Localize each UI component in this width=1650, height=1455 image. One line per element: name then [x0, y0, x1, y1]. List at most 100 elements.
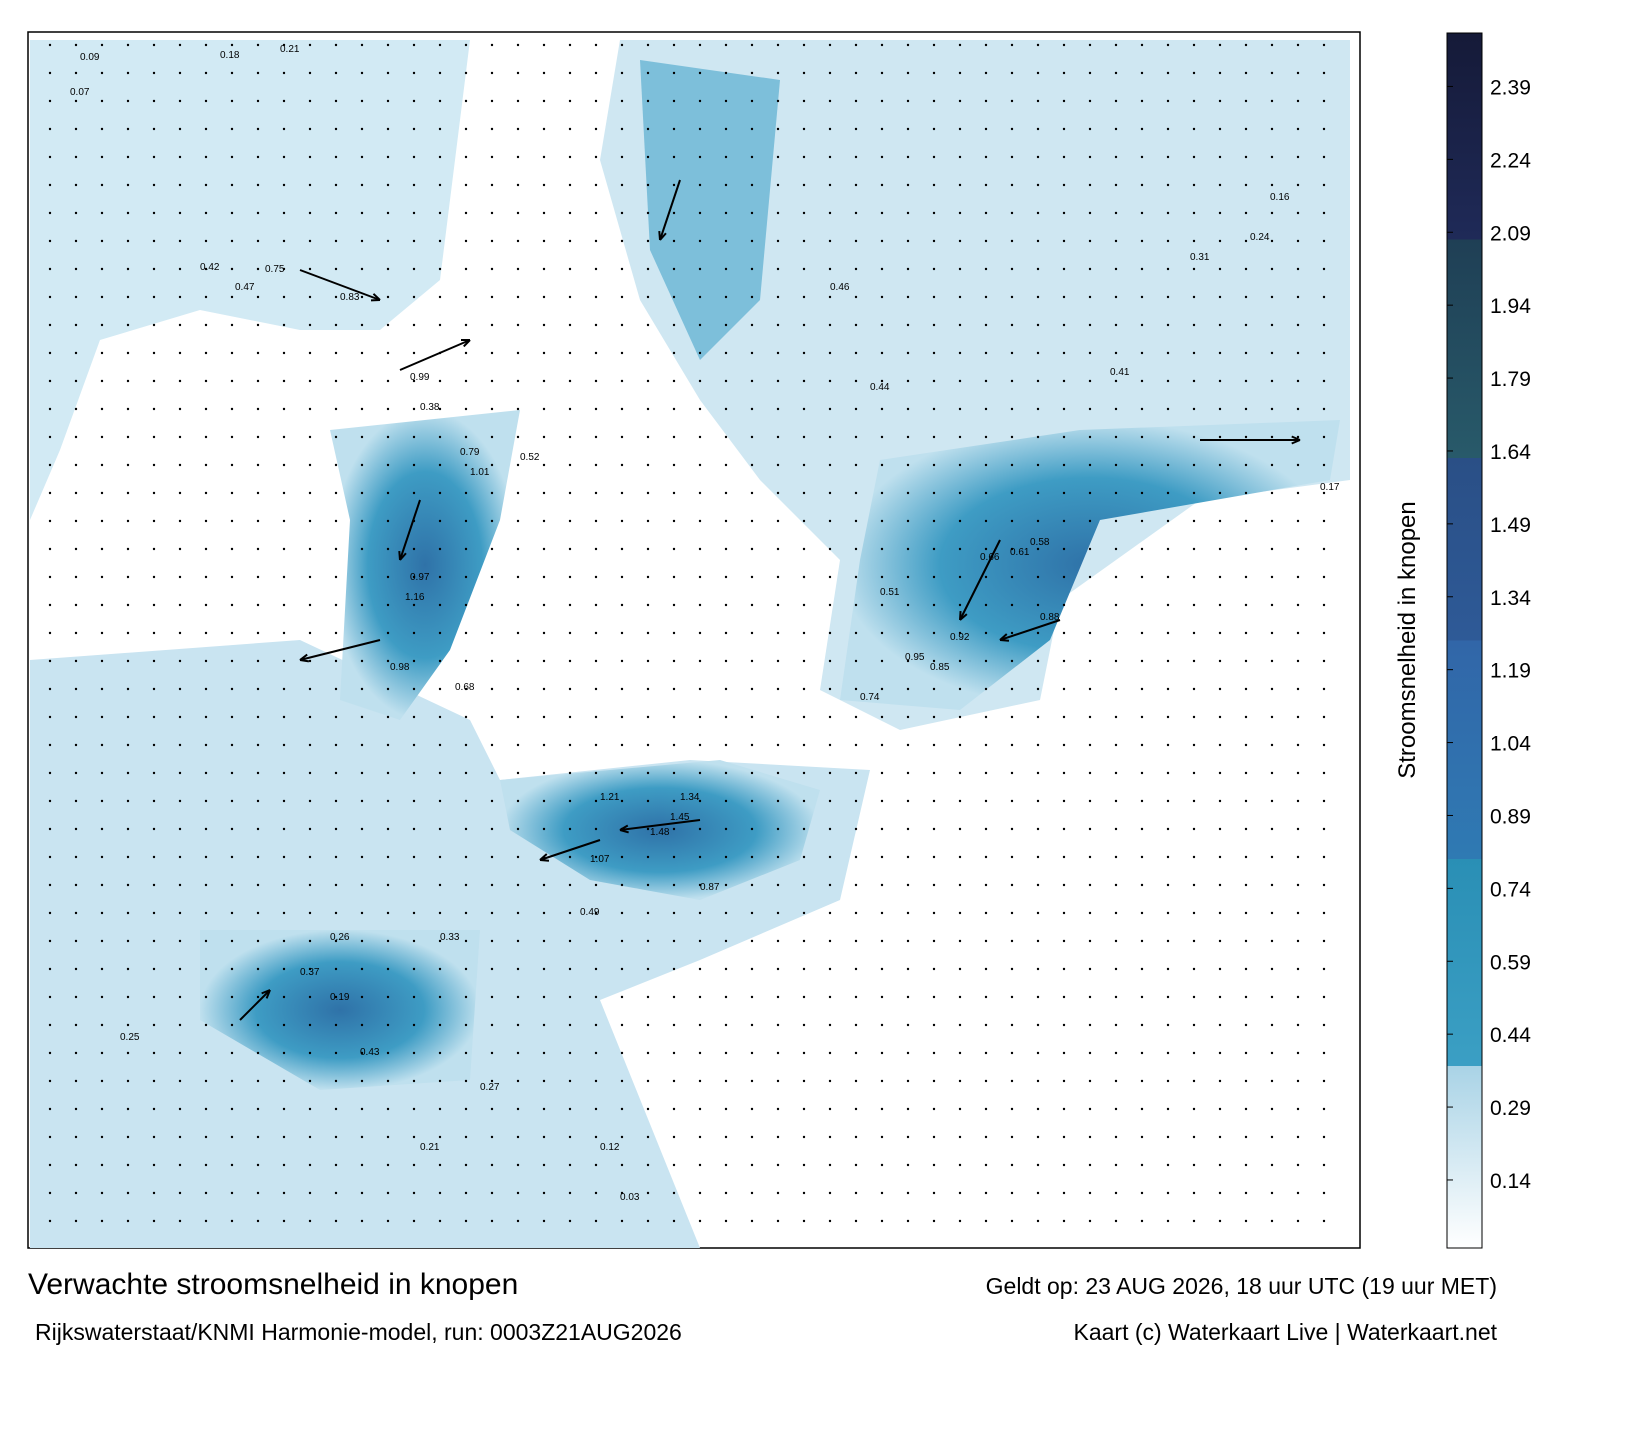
grid-dot: [464, 687, 468, 691]
grid-dot: [1218, 631, 1222, 635]
grid-dot: [438, 155, 442, 159]
grid-dot: [542, 575, 546, 579]
grid-dot: [542, 1079, 546, 1083]
grid-dot: [334, 1023, 338, 1027]
grid-dot: [152, 183, 156, 187]
grid-dot: [152, 1107, 156, 1111]
grid-dot: [620, 911, 624, 915]
grid-dot: [1010, 519, 1014, 523]
grid-dot: [308, 1191, 312, 1195]
grid-dot: [464, 1163, 468, 1167]
grid-dot: [516, 379, 520, 383]
grid-dot: [1192, 1023, 1196, 1027]
grid-dot: [74, 715, 78, 719]
grid-dot: [646, 883, 650, 887]
grid-dot: [126, 127, 130, 131]
grid-dot: [672, 1163, 676, 1167]
grid-dot: [386, 295, 390, 299]
grid-dot: [360, 323, 364, 327]
grid-dot: [1036, 827, 1040, 831]
grid-dot: [1322, 715, 1326, 719]
grid-dot: [360, 1107, 364, 1111]
grid-dot: [1192, 967, 1196, 971]
grid-dot: [516, 351, 520, 355]
grid-dot: [646, 1135, 650, 1139]
grid-dot: [74, 771, 78, 775]
grid-dot: [776, 939, 780, 943]
grid-dot: [854, 743, 858, 747]
grid-dot: [386, 127, 390, 131]
grid-dot: [802, 883, 806, 887]
grid-dot: [1192, 435, 1196, 439]
grid-dot: [126, 575, 130, 579]
grid-dot: [178, 687, 182, 691]
grid-dot: [48, 1079, 52, 1083]
grid-dot: [958, 939, 962, 943]
grid-dot: [1140, 911, 1144, 915]
grid-dot: [984, 99, 988, 103]
grid-dot: [1218, 995, 1222, 999]
grid-dot: [1036, 323, 1040, 327]
grid-dot: [1010, 771, 1014, 775]
grid-dot: [1322, 855, 1326, 859]
grid-dot: [1010, 659, 1014, 663]
grid-dot: [1322, 267, 1326, 271]
grid-dot: [230, 799, 234, 803]
grid-dot: [1036, 1191, 1040, 1195]
grid-dot: [1010, 547, 1014, 551]
grid-dot: [698, 491, 702, 495]
grid-dot: [438, 855, 442, 859]
grid-dot: [672, 1191, 676, 1195]
grid-dot: [282, 239, 286, 243]
grid-dot: [802, 687, 806, 691]
grid-dot: [802, 43, 806, 47]
grid-dot: [750, 407, 754, 411]
grid-dot: [230, 407, 234, 411]
sea-nw: [30, 40, 470, 520]
grid-dot: [672, 967, 676, 971]
colorbar-tick-label: 0.29: [1490, 1097, 1531, 1120]
grid-dot: [48, 183, 52, 187]
grid-dot: [464, 1219, 468, 1223]
grid-dot: [1010, 1051, 1014, 1055]
grid-dot: [126, 659, 130, 663]
grid-dot: [802, 715, 806, 719]
grid-dot: [1296, 71, 1300, 75]
grid-dot: [204, 911, 208, 915]
grid-dot: [204, 1191, 208, 1195]
grid-dot: [100, 883, 104, 887]
grid-dot: [1218, 463, 1222, 467]
grid-dot: [48, 1051, 52, 1055]
grid-dot: [74, 519, 78, 523]
speed-label: 0.75: [265, 264, 285, 275]
grid-dot: [698, 379, 702, 383]
current-arrow: [299, 269, 381, 301]
grid-dot: [178, 43, 182, 47]
grid-dot: [1036, 1107, 1040, 1111]
grid-dot: [386, 519, 390, 523]
grid-dot: [958, 911, 962, 915]
grid-dot: [464, 211, 468, 215]
grid-dot: [906, 183, 910, 187]
grid-dot: [776, 295, 780, 299]
grid-dot: [178, 1163, 182, 1167]
grid-dot: [1322, 1191, 1326, 1195]
grid-dot: [334, 491, 338, 495]
grid-dot: [906, 547, 910, 551]
grid-dot: [464, 575, 468, 579]
grid-dot: [464, 547, 468, 551]
grid-dot: [412, 267, 416, 271]
grid-dot: [204, 827, 208, 831]
grid-dot: [516, 407, 520, 411]
grid-dot: [1036, 211, 1040, 215]
grid-dot: [542, 1219, 546, 1223]
grid-dot: [282, 351, 286, 355]
grid-dot: [282, 183, 286, 187]
grid-dot: [1088, 183, 1092, 187]
grid-dot: [1166, 1163, 1170, 1167]
speed-label: 0.17: [1320, 482, 1340, 493]
grid-dot: [750, 1107, 754, 1111]
grid-dot: [854, 99, 858, 103]
grid-dot: [256, 463, 260, 467]
grid-dot: [880, 1051, 884, 1055]
